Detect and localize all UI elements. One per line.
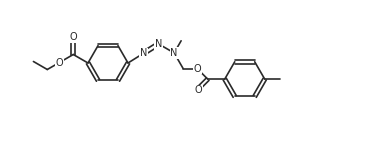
Text: O: O: [195, 85, 202, 95]
Text: O: O: [193, 64, 201, 74]
Text: N: N: [139, 48, 147, 58]
Text: O: O: [55, 58, 63, 68]
Text: N: N: [170, 48, 178, 58]
Text: N: N: [155, 39, 162, 49]
Text: O: O: [70, 32, 77, 42]
